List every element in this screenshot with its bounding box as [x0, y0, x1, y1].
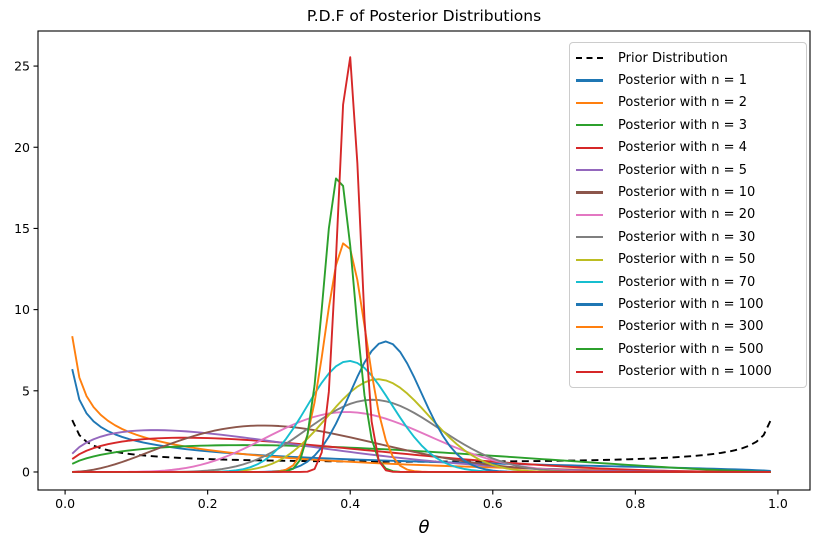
legend-line-sample	[576, 191, 603, 194]
x-axis-label-theta: θ	[418, 517, 430, 538]
y-tick-label: 20	[14, 140, 30, 155]
legend-item-label: Posterior with n = 3	[618, 117, 747, 133]
curve-posterior-with-n-1000	[72, 56, 771, 473]
legend-line-sample	[576, 124, 603, 127]
y-tick-label: 5	[22, 383, 30, 398]
legend-item-label: Posterior with n = 1	[618, 73, 747, 89]
legend-item: Posterior with n = 70	[576, 271, 798, 293]
legend-line-sample	[576, 325, 603, 328]
legend-item-label: Prior Distribution	[618, 50, 728, 66]
legend-item-label: Posterior with n = 20	[618, 207, 756, 223]
legend-item-label: Posterior with n = 10	[618, 185, 756, 201]
legend-line-sample	[576, 303, 603, 306]
legend-item-label: Posterior with n = 50	[618, 252, 756, 268]
legend-item: Posterior with n = 5	[576, 159, 798, 181]
legend-line-sample	[576, 236, 603, 239]
curve-posterior-with-n-3	[71, 444, 771, 473]
x-tick-label: 0.4	[340, 496, 360, 511]
legend-dashed-line-sample	[576, 57, 603, 60]
legend-line-sample	[576, 146, 603, 149]
legend-line-sample	[576, 79, 603, 82]
curves-group	[71, 56, 772, 473]
legend-item: Posterior with n = 3	[576, 114, 798, 136]
legend-line-sample	[576, 101, 603, 105]
legend-item: Posterior with n = 1000	[576, 360, 798, 382]
x-tick-label: 0.0	[55, 496, 75, 511]
axes-spines	[37, 30, 811, 491]
y-tick-label: 15	[14, 221, 30, 236]
legend-item: Prior Distribution	[576, 47, 798, 69]
legend-item-label: Posterior with n = 1000	[618, 364, 772, 380]
legend-item: Posterior with n = 20	[576, 204, 798, 226]
legend-line-sample	[576, 213, 603, 217]
legend-item-label: Posterior with n = 30	[618, 229, 756, 245]
legend-line-sample	[576, 258, 603, 261]
chart-title: P.D.F of Posterior Distributions	[306, 7, 542, 25]
legend-line-sample	[576, 281, 603, 284]
x-tick-label: 0.6	[483, 496, 503, 511]
legend-item-label: Posterior with n = 2	[618, 95, 747, 111]
legend-item: Posterior with n = 1	[576, 69, 798, 91]
legend-item: Posterior with n = 100	[576, 293, 798, 315]
y-tick-label: 0	[22, 464, 30, 479]
legend-line-sample	[576, 169, 603, 172]
legend-item: Posterior with n = 500	[576, 338, 798, 360]
legend-item: Posterior with n = 10	[576, 181, 798, 203]
legend-item: Posterior with n = 50	[576, 249, 798, 271]
legend-item: Posterior with n = 4	[576, 137, 798, 159]
legend-item-label: Posterior with n = 5	[618, 162, 747, 178]
legend-item: Posterior with n = 2	[576, 92, 798, 114]
x-tick-label: 1.0	[768, 496, 788, 511]
legend: Prior Distribution Posterior with n = 1 Po…	[569, 42, 807, 388]
x-tick-label: 0.2	[198, 496, 218, 511]
legend-item-label: Posterior with n = 300	[618, 319, 764, 335]
legend-item-label: Posterior with n = 500	[618, 341, 764, 357]
legend-item-label: Posterior with n = 4	[618, 140, 747, 156]
y-tick-label: 25	[14, 59, 30, 74]
legend-item: Posterior with n = 30	[576, 226, 798, 248]
x-tick-label: 0.8	[625, 496, 645, 511]
legend-item-label: Posterior with n = 100	[618, 296, 764, 312]
legend-item: Posterior with n = 300	[576, 316, 798, 338]
legend-line-sample	[576, 348, 603, 351]
legend-item-label: Posterior with n = 70	[618, 274, 756, 290]
y-tick-label: 10	[14, 302, 30, 317]
legend-line-sample	[576, 370, 603, 373]
